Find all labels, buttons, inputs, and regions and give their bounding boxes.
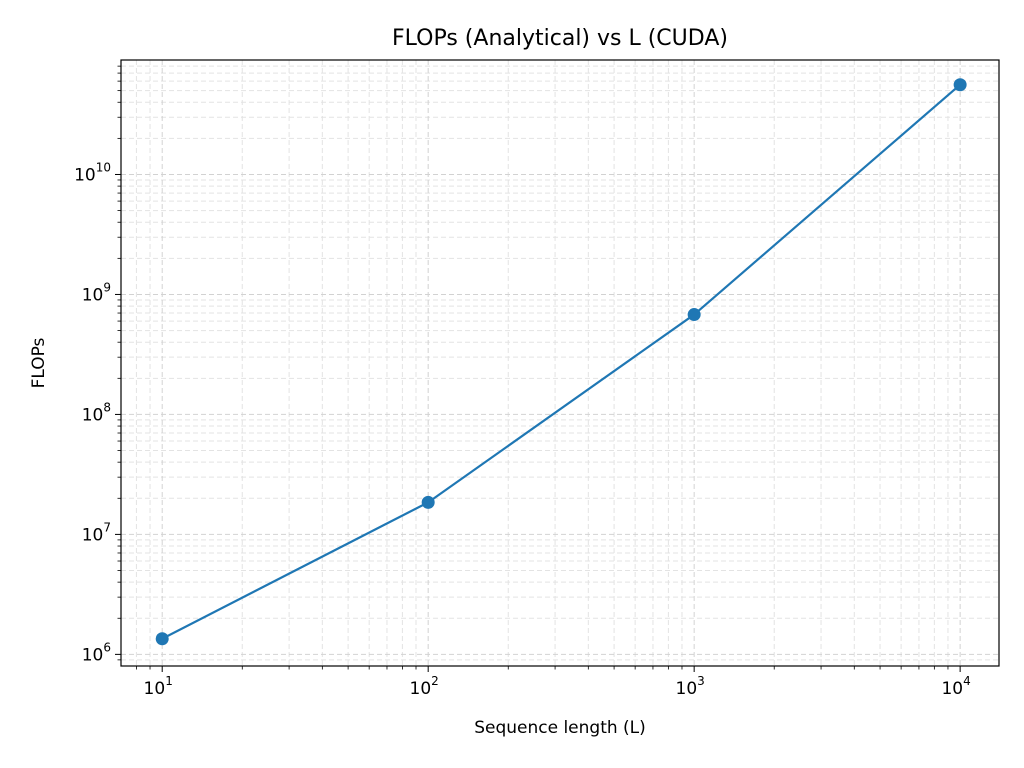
y-tick-label: 106 [82,640,111,665]
tick-exponent: 10 [96,160,111,174]
data-point [953,78,967,92]
x-tick-label: 101 [144,674,173,699]
tick-base: 10 [82,525,104,545]
x-tick-label: 104 [941,674,970,699]
tick-exponent: 4 [963,674,971,688]
tick-base: 10 [144,679,166,699]
tick-exponent: 8 [103,400,111,414]
tick-exponent: 2 [431,674,439,688]
tick-base: 10 [410,679,432,699]
x-axis-label: Sequence length (L) [474,718,646,738]
x-tick-label: 102 [410,674,439,699]
tick-base: 10 [74,165,96,185]
minor-grid [121,60,999,666]
tick-exponent: 1 [165,674,173,688]
tick-exponent: 6 [103,640,111,654]
tick-base: 10 [82,285,104,305]
tick-base: 10 [676,679,698,699]
tick-exponent: 9 [103,280,111,294]
data-point [155,632,169,646]
series-line [161,83,961,640]
chart-title: FLOPs (Analytical) vs L (CUDA) [392,26,728,51]
plot-frame [120,59,1000,667]
tick-exponent: 7 [103,520,111,534]
major-grid [121,60,999,666]
tick-base: 10 [82,405,104,425]
y-axis-label: FLOPs [29,337,49,388]
x-tick-label: 103 [676,674,705,699]
data-point [421,495,435,509]
y-tick-label: 107 [82,520,111,545]
x-axis: 101 102 103 104 [136,666,971,699]
data-point [687,308,701,322]
y-tick-label: 108 [82,400,111,425]
tick-exponent: 3 [697,674,705,688]
series-layer [155,78,967,646]
y-tick-label: 1010 [74,160,111,185]
y-tick-label: 109 [82,280,111,305]
tick-base: 10 [82,645,104,665]
tick-base: 10 [941,679,963,699]
